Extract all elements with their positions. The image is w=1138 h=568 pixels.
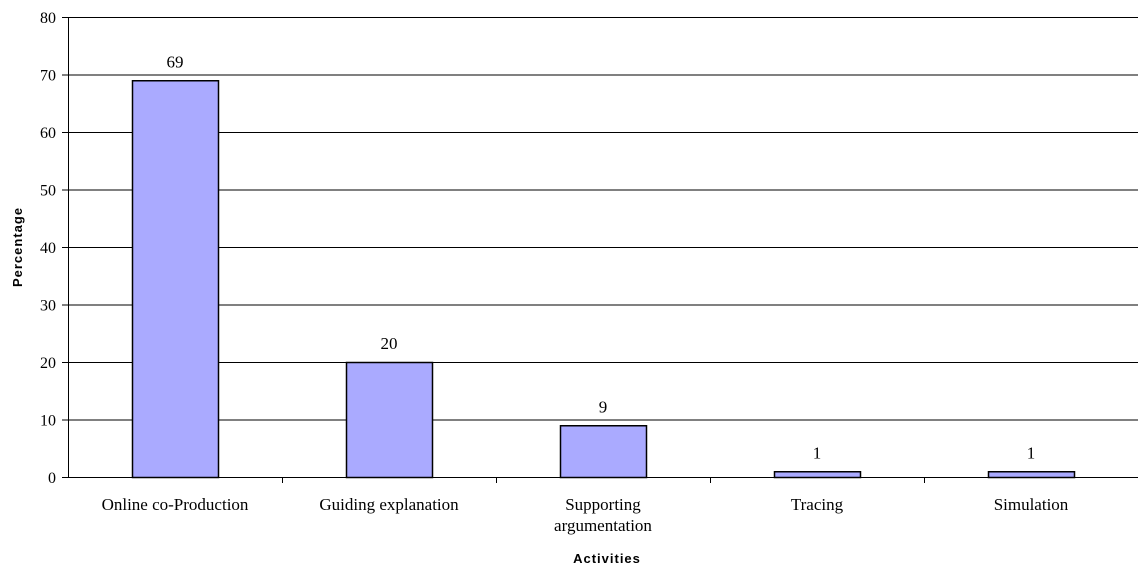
x-tick-label: Supporting xyxy=(565,495,641,514)
y-tick-label: 0 xyxy=(48,470,56,487)
x-tick-label: Online co-Production xyxy=(102,495,249,514)
y-tick-label: 60 xyxy=(40,125,56,142)
bar xyxy=(131,80,220,479)
x-tick-label: Tracing xyxy=(791,495,844,514)
axes xyxy=(62,17,1138,483)
data-label: 1 xyxy=(1027,443,1036,462)
data-label: 1 xyxy=(813,443,822,462)
x-tick-label: Guiding explanation xyxy=(319,495,459,514)
y-tick-label: 80 xyxy=(40,10,56,27)
x-axis-title: Activities xyxy=(573,551,641,566)
bar xyxy=(559,425,648,479)
x-tick-label: Simulation xyxy=(994,495,1069,514)
x-tick-label: argumentation xyxy=(554,516,652,535)
data-label: 9 xyxy=(599,397,608,416)
y-tick-label: 70 xyxy=(40,68,56,85)
y-tick-label: 10 xyxy=(40,413,56,430)
data-label: 69 xyxy=(167,52,184,71)
y-tick-label: 30 xyxy=(40,298,56,315)
y-tick-label: 40 xyxy=(40,240,56,257)
y-tick-label: 50 xyxy=(40,183,56,200)
y-axis-title: Percentage xyxy=(10,207,25,287)
bar xyxy=(773,471,862,479)
labels: 0 10 20 30 40 50 60 70 80 69 Online co-Production 2… xyxy=(40,10,1069,535)
y-tick-label: 20 xyxy=(40,355,56,372)
bar xyxy=(987,471,1076,479)
gridlines xyxy=(68,17,1138,421)
bar xyxy=(345,361,434,479)
bars xyxy=(131,80,1076,479)
data-label: 20 xyxy=(381,334,398,353)
